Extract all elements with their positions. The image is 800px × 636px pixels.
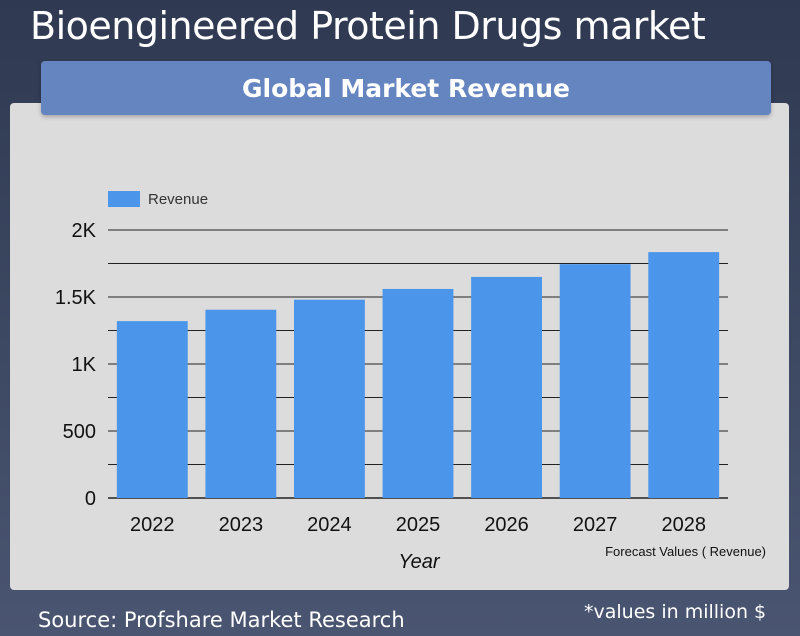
source-text: Source: Profshare Market Research bbox=[38, 608, 405, 632]
page-title: Bioengineered Protein Drugs market bbox=[30, 4, 706, 48]
legend-label-revenue: Revenue bbox=[148, 191, 208, 208]
y-tick-labels: 0 500 1K 1.5K 2K bbox=[55, 220, 97, 510]
x-tick-label: 2027 bbox=[573, 514, 618, 536]
chart-banner: Global Market Revenue bbox=[41, 61, 771, 115]
y-tick-label: 2K bbox=[72, 220, 97, 242]
x-tick-label: 2025 bbox=[396, 514, 441, 536]
units-note: *values in million $ bbox=[584, 601, 767, 623]
x-tick-label: 2024 bbox=[307, 514, 352, 536]
bar-2025 bbox=[382, 288, 454, 498]
bar-2027 bbox=[559, 264, 631, 498]
x-tick-label: 2023 bbox=[219, 514, 264, 536]
legend-swatch-revenue bbox=[108, 191, 140, 207]
bar-2024 bbox=[294, 299, 365, 498]
y-tick-label: 0 bbox=[85, 488, 96, 510]
x-axis-label: Year bbox=[398, 551, 440, 573]
bar-2023 bbox=[205, 309, 277, 498]
legend: Revenue bbox=[108, 191, 208, 208]
x-tick-label: 2026 bbox=[484, 514, 529, 536]
bar-2022 bbox=[116, 321, 188, 498]
forecast-footnote: Forecast Values ( Revenue) bbox=[605, 544, 766, 559]
y-tick-label: 1.5K bbox=[55, 287, 97, 309]
y-tick-label: 500 bbox=[63, 421, 96, 443]
x-tick-labels: 2022 2023 2024 2025 2026 2027 2028 bbox=[130, 514, 706, 536]
y-tick-label: 1K bbox=[72, 354, 97, 376]
bar-2026 bbox=[471, 276, 542, 498]
bars bbox=[116, 252, 720, 498]
bar-2028 bbox=[648, 252, 720, 498]
x-tick-label: 2028 bbox=[661, 514, 706, 536]
banner-title: Global Market Revenue bbox=[242, 73, 570, 103]
x-tick-label: 2022 bbox=[130, 514, 175, 536]
